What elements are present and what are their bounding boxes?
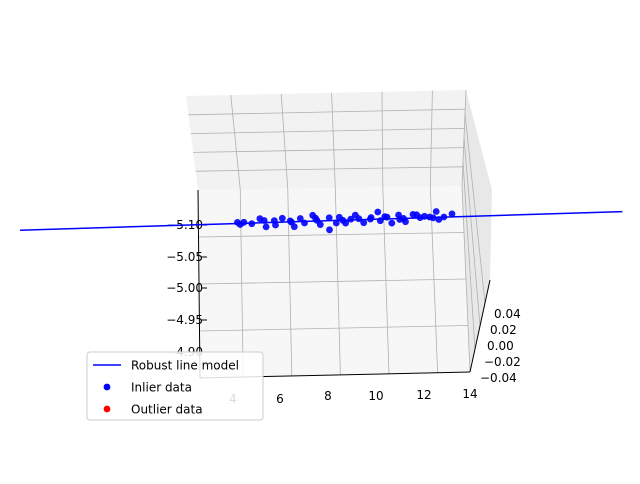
legend-frame bbox=[86, 351, 264, 421]
z-tick-label-1: −5.05 bbox=[166, 250, 203, 264]
grid-floor-y-0 bbox=[198, 232, 465, 238]
z-axis-line bbox=[197, 189, 201, 379]
z-tick-label-3: −4.95 bbox=[166, 313, 203, 327]
inlier-point-48 bbox=[440, 213, 448, 221]
inlier-point-33 bbox=[421, 212, 428, 220]
inlier-point-27 bbox=[388, 219, 396, 227]
inlier-point-2 bbox=[248, 220, 256, 228]
grid-back-x-2 bbox=[331, 92, 336, 188]
inlier-point-11 bbox=[301, 219, 308, 227]
grid-floor-y-2 bbox=[199, 325, 469, 332]
inlier-point-39 bbox=[288, 218, 295, 226]
inlier-point-43 bbox=[366, 215, 374, 223]
inlier-point-44 bbox=[381, 213, 389, 221]
x-tick-label-4: 12 bbox=[416, 388, 431, 402]
inlier-point-21 bbox=[355, 215, 363, 223]
inlier-point-16 bbox=[326, 226, 333, 234]
inlier-point-40 bbox=[312, 214, 319, 222]
inlier-point-47 bbox=[429, 214, 437, 222]
inlier-point-45 bbox=[396, 216, 404, 223]
legend: Robust line model Inlier data Outlier data bbox=[86, 351, 264, 421]
y-tick-label-4: −0.04 bbox=[480, 371, 517, 385]
inlier-point-10 bbox=[296, 215, 304, 222]
x-tick-label-3: 10 bbox=[368, 389, 383, 403]
inlier-point-30 bbox=[402, 218, 409, 226]
grid-lines bbox=[188, 89, 486, 378]
y-tick-label-3: −0.02 bbox=[484, 355, 521, 369]
grid-side-1 bbox=[463, 137, 481, 327]
legend-label-0: Robust line model bbox=[131, 359, 239, 373]
grid-back-z-1 bbox=[190, 128, 465, 134]
robust-line bbox=[19, 210, 623, 231]
grid-back-z-0 bbox=[188, 108, 466, 116]
inlier-point-7 bbox=[278, 214, 286, 222]
legend-inlier-swatch bbox=[103, 383, 111, 391]
grid-side-0 bbox=[462, 161, 476, 350]
inlier-point-6 bbox=[272, 221, 279, 229]
inlier-point-46 bbox=[413, 211, 420, 219]
grid-back-x-1 bbox=[280, 93, 289, 189]
grid-back-x-4 bbox=[429, 90, 433, 187]
y-tick-label-0: 0.04 bbox=[494, 307, 521, 321]
inlier-point-14 bbox=[316, 221, 324, 229]
y-axis-line bbox=[469, 279, 491, 373]
inlier-point-41 bbox=[332, 219, 340, 227]
inlier-point-4 bbox=[262, 223, 270, 231]
grid-side-2 bbox=[464, 113, 486, 304]
inlier-point-19 bbox=[342, 219, 349, 227]
inlier-point-35 bbox=[432, 208, 440, 215]
grid-back-z-2 bbox=[193, 147, 464, 153]
y-tick-label-1: 0.02 bbox=[490, 323, 517, 337]
grid-floor-y-1 bbox=[198, 278, 467, 285]
inlier-point-25 bbox=[376, 217, 384, 225]
inlier-point-22 bbox=[360, 219, 368, 227]
legend-label-2: Outlier data bbox=[131, 403, 203, 417]
x-tick-label-1: 6 bbox=[276, 392, 284, 406]
x-tick-label-2: 8 bbox=[324, 389, 332, 403]
y-tick-label-2: 0.00 bbox=[487, 339, 514, 353]
inlier-point-24 bbox=[374, 208, 382, 216]
inlier-point-36 bbox=[435, 216, 443, 223]
inlier-point-37 bbox=[236, 221, 244, 228]
back-pane bbox=[186, 90, 466, 190]
legend-label-1: Inlier data bbox=[131, 381, 192, 395]
grid-back-x-0 bbox=[230, 95, 241, 190]
data-marks bbox=[19, 208, 623, 234]
legend-outlier-swatch bbox=[103, 405, 111, 413]
grid-back-x-3 bbox=[381, 91, 384, 188]
grid-back-z-3 bbox=[195, 166, 463, 172]
inlier-point-15 bbox=[325, 214, 333, 222]
inlier-point-38 bbox=[260, 217, 268, 224]
inlier-point-42 bbox=[347, 215, 355, 223]
z-tick-label-2: −5.00 bbox=[166, 281, 203, 295]
inlier-point-49 bbox=[448, 210, 456, 218]
x-tick-label-5: 14 bbox=[462, 387, 477, 401]
